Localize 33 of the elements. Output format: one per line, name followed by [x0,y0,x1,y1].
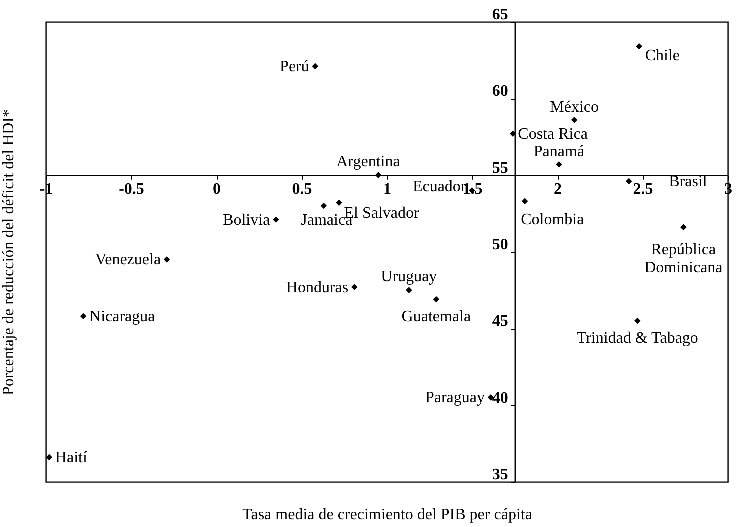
annotation: República Dominicana [644,241,723,276]
annotation: Panamá [534,144,585,161]
annotation: Venezuela [95,252,162,269]
annotation: Paraguay [425,390,486,407]
annotation: Brasil [669,173,708,190]
x-tick-label: 1 [384,180,392,198]
annotation: Bolivia [223,212,270,229]
annotation: Argentina [336,153,400,170]
annotation: Colombia [521,211,584,228]
y-tick-label: 40 [492,390,508,407]
x-axis-title: Tasa media de crecimiento del PIB per cápita [242,506,532,524]
x-tick-label: 2 [554,180,562,198]
annotation: Perú [280,58,310,76]
annotation: Nicaragua [90,308,156,326]
annotation: Haití [55,449,88,466]
annotation: Uruguay [381,268,438,286]
annotation: Chile [645,48,680,65]
annotation: México [550,99,599,116]
y-tick-label: 60 [492,83,508,100]
y-tick-label: 35 [492,466,508,484]
annotation: Trinidad & Tabago [576,330,698,347]
y-tick-label: 45 [492,313,508,330]
annotation: Honduras [286,279,349,296]
x-tick-label: 2.5 [633,180,654,198]
y-axis-title: Porcentaje de reducción del déficit del HDI* [0,109,18,396]
x-tick-label: 0 [213,180,221,198]
y-tick-label: 65 [492,6,508,24]
x-tick-label: 0.5 [292,180,312,198]
x-tick-label: -0.5 [119,180,144,198]
y-tick-label: 55 [492,160,508,177]
y-tick-label: 50 [492,236,508,254]
annotation: Costa Rica [518,126,588,143]
annotation: Guatemala [402,308,472,326]
